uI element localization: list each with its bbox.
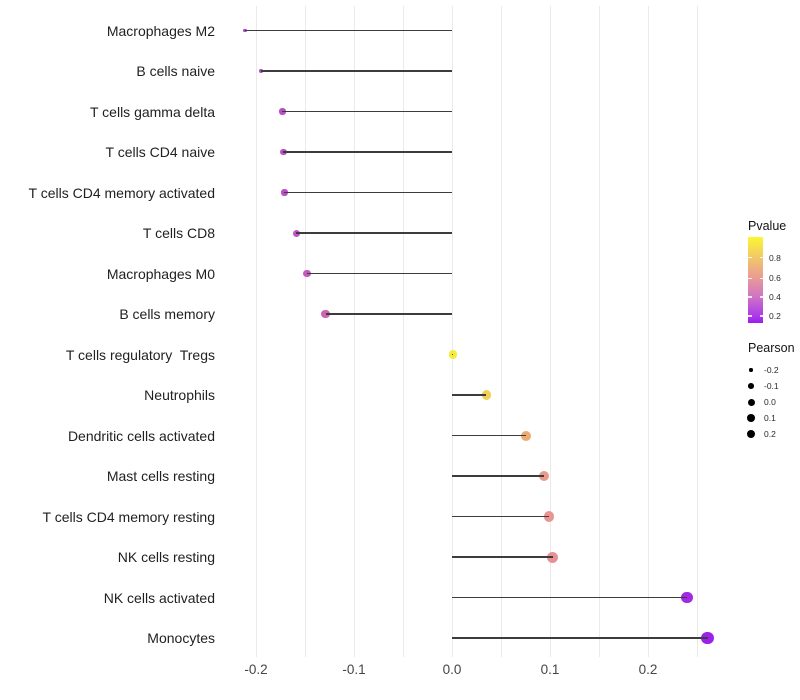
- y-axis-label: Mast cells resting: [106, 468, 215, 484]
- y-axis-label: Macrophages M0: [106, 265, 215, 282]
- colorbar-tick: [748, 296, 752, 298]
- data-point: [539, 470, 550, 482]
- y-axis-label: B cells naive: [136, 63, 215, 79]
- stem-line: [452, 637, 708, 639]
- legend-size-dot: [746, 429, 756, 439]
- y-axis-label: B cells memory: [119, 306, 215, 322]
- data-point: [243, 28, 247, 33]
- colorbar-tick: [759, 256, 763, 259]
- y-axis-label: T cells CD4 naive: [105, 144, 215, 160]
- gridline: [403, 6, 404, 657]
- colorbar-tick-label: 0.6: [769, 273, 781, 284]
- legend-size-label: 0.0: [764, 396, 776, 407]
- gridline: [599, 6, 600, 657]
- y-axis-label: Monocytes: [147, 630, 215, 646]
- data-point: [547, 551, 559, 563]
- gridline: [305, 6, 306, 657]
- colorbar-tick: [759, 315, 763, 317]
- stem-line: [452, 556, 553, 558]
- colorbar-tick-label: 0.4: [769, 291, 781, 302]
- colorbar-tick: [748, 315, 752, 317]
- y-axis-label: T cells CD8: [142, 225, 215, 241]
- stem-line: [283, 151, 452, 153]
- stem-line: [452, 515, 550, 518]
- x-tick-label: 0.1: [540, 662, 560, 677]
- y-axis-label: T cells gamma delta: [89, 103, 215, 120]
- legend-size-dot: [747, 414, 755, 422]
- gridline: [354, 6, 355, 657]
- colorbar-tick: [748, 277, 752, 280]
- x-tick-label: 0.2: [638, 662, 658, 677]
- y-axis-label: Macrophages M2: [106, 22, 215, 39]
- y-axis-label: NK cells activated: [103, 589, 215, 606]
- stem-line: [245, 29, 452, 32]
- gridline: [452, 6, 453, 657]
- stem-line: [452, 475, 545, 477]
- data-point: [520, 430, 531, 441]
- stem-line: [306, 272, 452, 275]
- stem-line: [284, 191, 452, 194]
- gridline: [697, 6, 698, 657]
- data-point: [321, 309, 330, 319]
- y-axis-label: NK cells resting: [117, 549, 215, 565]
- gridline: [501, 6, 502, 657]
- pearson-legend-title: Pearson: [748, 341, 795, 355]
- legend-size-label: -0.2: [764, 364, 779, 375]
- legend-size-label: 0.2: [764, 428, 776, 439]
- stem-line: [325, 313, 452, 315]
- x-tick-label: 0.0: [442, 662, 462, 677]
- y-axis-label: Neutrophils: [144, 387, 215, 403]
- gridline: [550, 6, 551, 657]
- y-axis-label: T cells CD4 memory activated: [28, 184, 215, 201]
- stem-line: [260, 70, 452, 72]
- legend-size-dot: [749, 368, 753, 372]
- colorbar-tick: [748, 256, 752, 259]
- stem-line: [452, 434, 526, 437]
- pvalue-colorbar: [748, 237, 763, 323]
- legend-size-label: 0.1: [764, 412, 776, 423]
- colorbar-tick-label: 0.8: [769, 252, 781, 263]
- gridline: [256, 6, 257, 657]
- stem-line: [296, 232, 452, 234]
- data-point: [280, 148, 287, 156]
- data-point: [701, 631, 715, 645]
- y-axis-label: T cells CD4 memory resting: [42, 508, 215, 525]
- legend-size-label: -0.1: [764, 380, 779, 391]
- stem-line: [452, 596, 688, 599]
- y-axis-label: Dendritic cells activated: [67, 427, 215, 444]
- data-point: [681, 591, 693, 604]
- stem-line: [452, 353, 453, 356]
- colorbar-tick-label: 0.2: [769, 310, 781, 321]
- stem-line: [452, 394, 487, 396]
- colorbar-tick: [759, 277, 763, 280]
- legend-size-dot: [747, 398, 755, 406]
- stem-line: [282, 110, 452, 113]
- gridline: [648, 6, 649, 657]
- colorbar-tick: [759, 296, 763, 298]
- x-tick-label: -0.2: [244, 662, 268, 677]
- x-tick-label: -0.1: [342, 662, 366, 677]
- legend-size-dot: [748, 383, 754, 389]
- y-axis-label: T cells regulatory Tregs: [65, 346, 215, 363]
- pvalue-legend-title: Pvalue: [748, 219, 787, 233]
